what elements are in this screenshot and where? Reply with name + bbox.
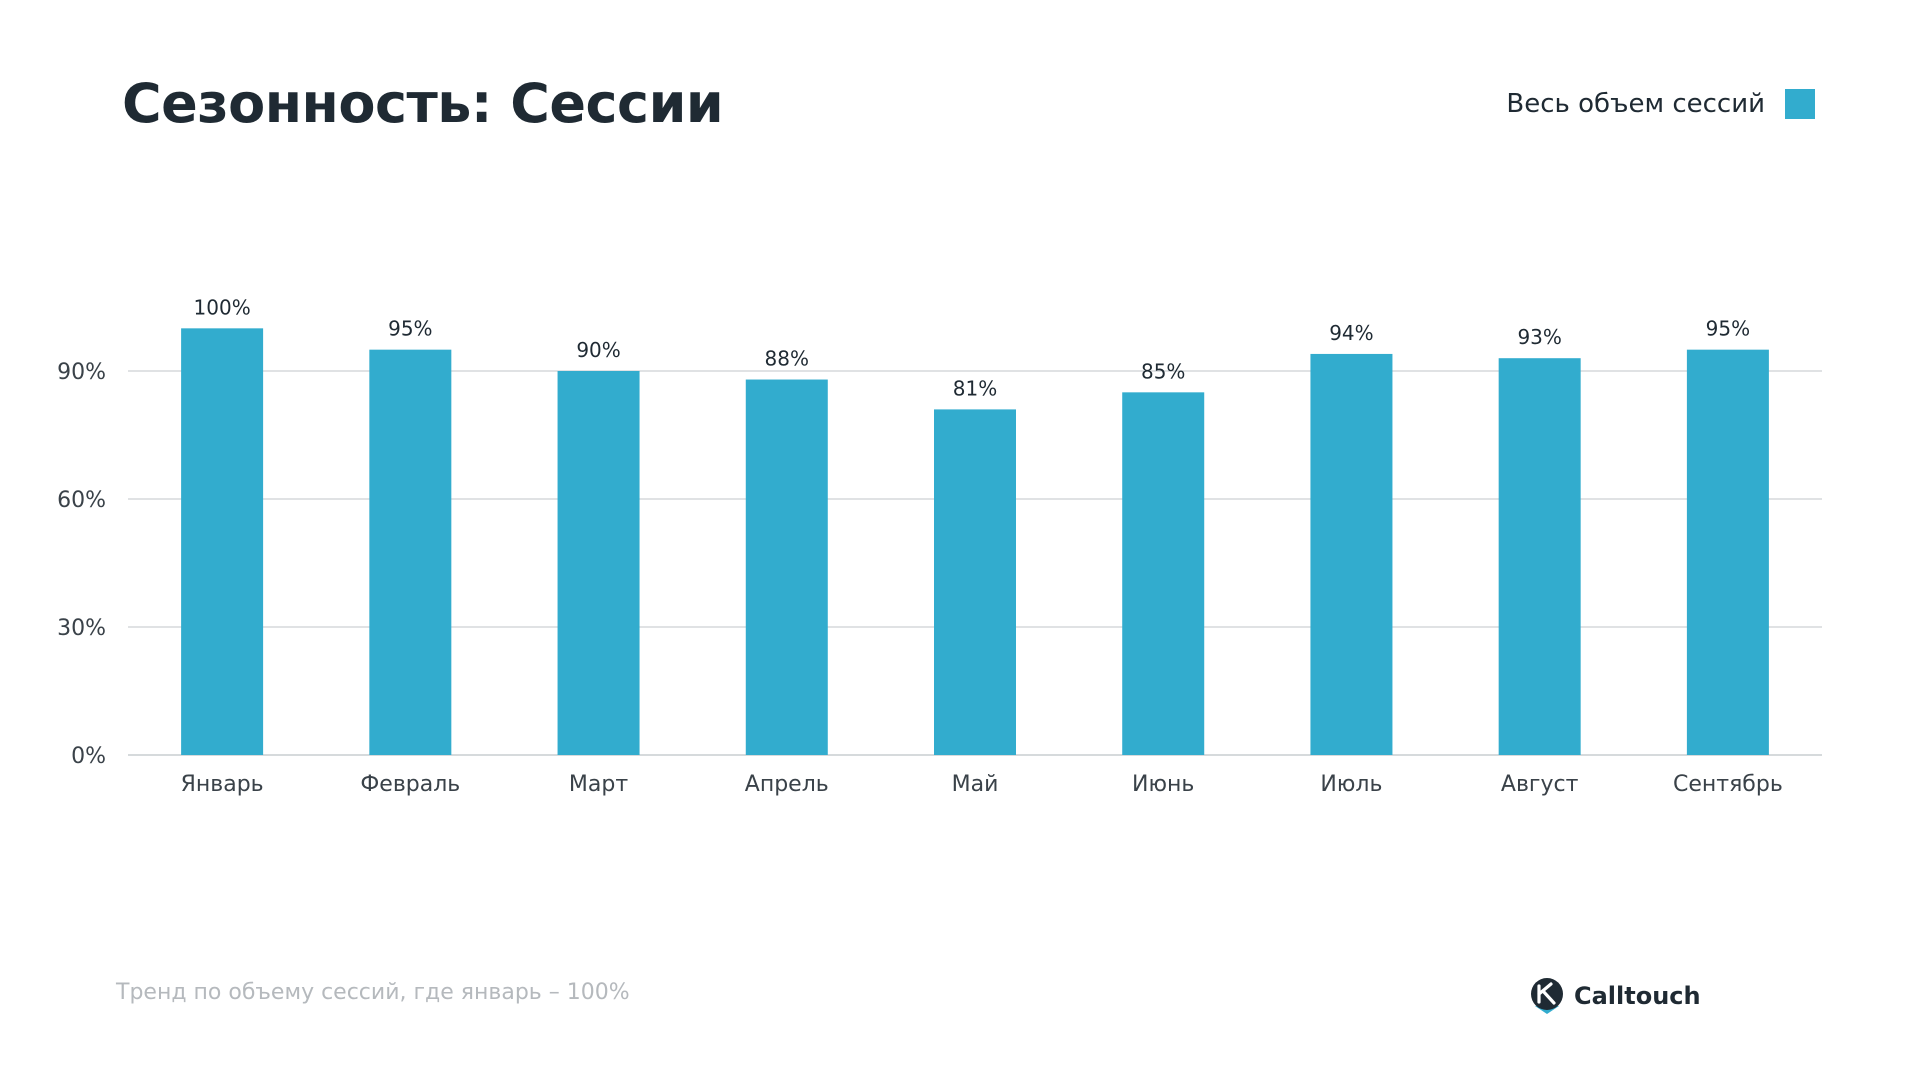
brand-logo[interactable]: Calltouch [1528,976,1701,1016]
bar [1310,353,1393,755]
x-tick-label: Февраль [360,772,460,797]
x-tick-label: Август [1501,772,1579,797]
data-label: 93% [1517,325,1561,349]
data-label: 81% [953,376,997,400]
bars-layer [181,328,1769,755]
data-label: 88% [765,347,809,371]
bar [557,371,640,755]
data-label: 95% [1706,317,1750,341]
bar [181,328,264,755]
data-label: 85% [1141,359,1185,383]
y-tick-label: 30% [57,616,106,641]
legend-swatch [1785,89,1815,119]
labels-layer: 0% 30% 60% 90% 100% Январь 95% Февраль 90% Март 88… [57,295,1783,797]
bar-chart: 0% 30% 60% 90% 100% Январь 95% Февраль 90% Март 88… [57,295,1822,797]
calltouch-logo-icon [1531,978,1563,1014]
y-tick-label: 0% [71,744,106,769]
x-tick-label: Март [569,772,628,797]
bar [745,379,828,755]
data-label: 94% [1329,321,1373,345]
x-tick-label: Июль [1320,772,1382,797]
data-label: 100% [194,295,251,319]
legend-label: Весь объем сессий [1506,89,1765,119]
bar [1498,358,1581,755]
data-label: 90% [576,338,620,362]
x-tick-label: Сентябрь [1673,772,1783,797]
y-tick-label: 60% [57,488,106,513]
bar [1686,349,1769,755]
data-label: 95% [388,317,432,341]
bar [934,409,1016,755]
x-tick-label: Июнь [1132,772,1194,797]
y-tick-label: 90% [57,360,106,385]
chart-legend: Весь объем сессий [1506,84,1815,124]
bar [369,349,452,755]
x-tick-label: Май [952,772,999,797]
brand-name: Calltouch [1574,982,1701,1010]
x-tick-label: Январь [181,772,264,797]
chart-footnote: Тренд по объему сессий, где январь – 100… [116,980,630,1005]
page-title: Сезонность: Сессии [122,72,724,135]
x-tick-label: Апрель [745,772,829,797]
bar [1122,392,1205,755]
